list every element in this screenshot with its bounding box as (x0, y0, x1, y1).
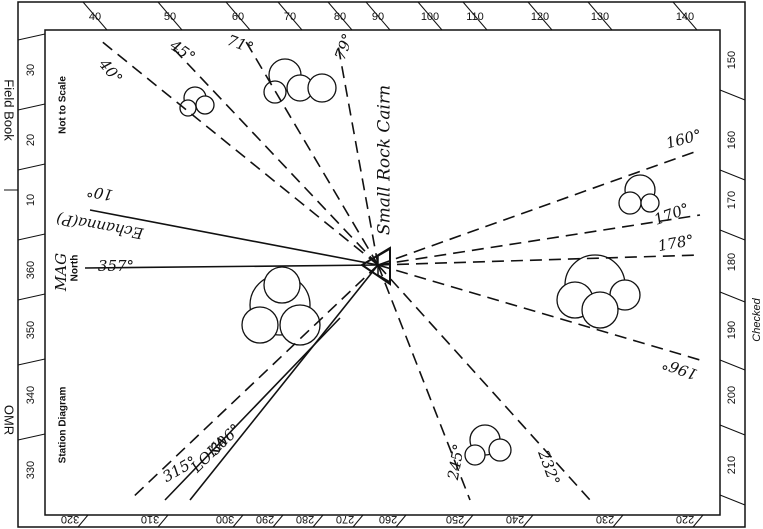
scale-label: 340 (25, 386, 37, 404)
scale-label: 140 (676, 11, 694, 23)
scale-tick (522, 514, 534, 528)
scale-tick (232, 514, 244, 528)
scale-tick (157, 1, 183, 31)
tree (241, 266, 321, 346)
bearing-label: 357° (98, 257, 134, 275)
scale-label: 150 (726, 51, 738, 69)
printed-label: Not to Scale (58, 76, 69, 134)
scale-tick (157, 514, 169, 528)
bearing-line (89, 209, 379, 266)
scale-label: 170 (726, 191, 738, 209)
scale-tick (719, 229, 746, 241)
scale-tick (17, 433, 46, 441)
scale-label: 200 (726, 386, 738, 404)
scale-label: 270 (336, 513, 354, 525)
scale-tick (527, 1, 553, 31)
bearing-line (169, 44, 379, 266)
scale-tick (692, 514, 704, 528)
bearing-line (377, 254, 701, 266)
trees (179, 58, 660, 466)
scale-tick (719, 494, 746, 506)
scale-label: 280 (296, 513, 314, 525)
bearing-line (244, 39, 379, 266)
scale-label: 360 (25, 261, 37, 279)
tree (618, 174, 660, 215)
margin-text: Field Book (2, 79, 17, 141)
scale-label: 20 (25, 134, 37, 146)
station-label: Small Rock Cairn (375, 85, 395, 235)
scale-tick (719, 89, 746, 101)
scale-tick (395, 514, 407, 528)
station-symbol-inner (377, 247, 391, 284)
scale-label: 220 (676, 513, 694, 525)
scale-label: 290 (256, 513, 274, 525)
scale-tick (312, 514, 324, 528)
scale-label: 110 (466, 11, 484, 23)
scale-label: 160 (726, 131, 738, 149)
bearing-line (377, 214, 701, 266)
scale-tick (17, 33, 46, 41)
printed-label: MAG (52, 253, 70, 292)
scale-tick (272, 514, 284, 528)
printed-label: Station Diagram (58, 387, 69, 464)
scale-tick (719, 291, 746, 303)
bearing-line (84, 264, 379, 269)
scale-label: 230 (596, 513, 614, 525)
checked-label: Checked (751, 297, 763, 341)
scale-tick (612, 514, 624, 528)
bearing-line (377, 264, 591, 501)
tree (556, 254, 641, 329)
scale-tick (587, 1, 613, 31)
scale-tick (462, 514, 474, 528)
scale-tick (277, 1, 303, 31)
bearing-line (377, 264, 471, 501)
scale-label: 300 (216, 513, 234, 525)
inner-frame (44, 29, 721, 516)
scale-label: 350 (25, 321, 37, 339)
scale-label: 10 (25, 194, 37, 206)
scale-tick (327, 1, 353, 31)
printed-label: North (70, 255, 81, 282)
tree (464, 424, 512, 466)
scale-tick (672, 1, 698, 31)
scale-tick (17, 293, 46, 301)
scale-tick (719, 424, 746, 436)
scale-label: 100 (421, 11, 439, 23)
scale-tick (719, 359, 746, 371)
scale-tick (365, 1, 391, 31)
scale-tick (462, 1, 488, 31)
bearing-line (99, 39, 379, 266)
outer-frame (17, 1, 746, 528)
margin-text: OMR (2, 405, 17, 435)
scale-label: 310 (141, 513, 159, 525)
scale-tick (17, 163, 46, 171)
scale-label: 130 (591, 11, 609, 23)
scale-label: 240 (506, 513, 524, 525)
scale-tick (77, 514, 89, 528)
scale-tick (417, 1, 443, 31)
scale-tick (17, 233, 46, 241)
scale-label: 190 (726, 321, 738, 339)
scale-tick (352, 514, 364, 528)
scale-tick (719, 169, 746, 181)
scale-label: 250 (446, 513, 464, 525)
scale-tick (17, 358, 46, 366)
scale-label: 260 (379, 513, 397, 525)
scale-label: 320 (61, 513, 79, 525)
scale-label: 120 (531, 11, 549, 23)
scale-tick (225, 1, 251, 31)
scale-label: 180 (726, 253, 738, 271)
bearing-line (189, 264, 379, 501)
scale-tick (82, 1, 108, 31)
bearing-line (164, 317, 341, 501)
scale-label: 210 (726, 456, 738, 474)
tree (179, 86, 215, 117)
scale-label: 30 (25, 64, 37, 76)
scale-tick (17, 103, 46, 111)
scale-label: 330 (25, 461, 37, 479)
bearing-label: 10° (85, 182, 114, 204)
